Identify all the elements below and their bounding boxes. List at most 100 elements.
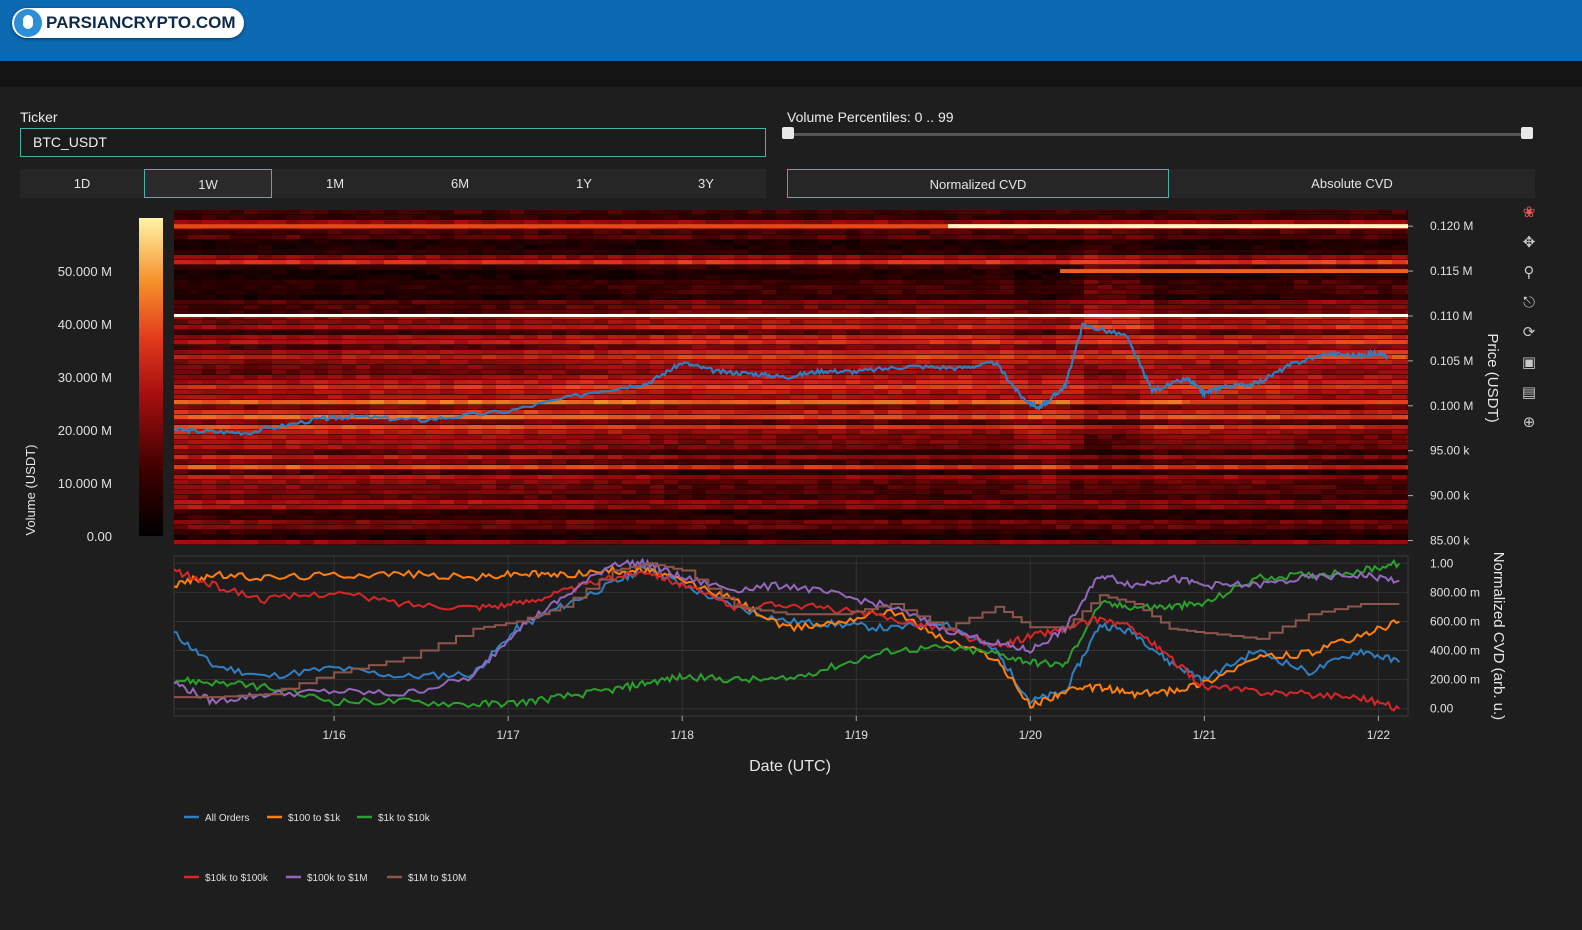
- heatmap-cell: [622, 220, 637, 225]
- heatmap-cell: [1294, 255, 1309, 260]
- heatmap-cell: [650, 370, 665, 375]
- heatmap-cell: [720, 420, 735, 425]
- heatmap-cell: [678, 340, 693, 345]
- heatmap-cell: [454, 425, 469, 430]
- heatmap-cell: [538, 390, 553, 395]
- heatmap-cell: [958, 380, 973, 385]
- heatmap-cell: [650, 325, 665, 330]
- heatmap-cell: [328, 270, 343, 275]
- heatmap-cell: [1112, 220, 1127, 225]
- heatmap-cell: [1042, 325, 1057, 330]
- heatmap-cell: [314, 305, 329, 310]
- heatmap-cell: [1378, 475, 1393, 480]
- heatmap-cell: [1098, 435, 1113, 440]
- heatmap-cell: [1042, 405, 1057, 410]
- heatmap-cell: [370, 265, 385, 270]
- heatmap-cell: [832, 290, 847, 295]
- slider-low-handle[interactable]: [782, 127, 794, 139]
- heatmap-cell: [300, 400, 315, 405]
- heatmap-cell: [1322, 405, 1337, 410]
- heatmap-cell: [1252, 310, 1267, 315]
- heatmap-cell: [1168, 335, 1183, 340]
- heatmap-cell: [874, 320, 889, 325]
- timeframe-1d-button[interactable]: 1D: [73, 176, 91, 191]
- heatmap-cell: [930, 310, 945, 315]
- heatmap-cell: [272, 245, 287, 250]
- heatmap-cell: [1056, 230, 1071, 235]
- heatmap-cell: [678, 405, 693, 410]
- heatmap-cell: [244, 265, 259, 270]
- heatmap-cell: [776, 250, 791, 255]
- heatmap-cell: [846, 265, 861, 270]
- heatmap-cell: [1224, 435, 1239, 440]
- heatmap-cell: [300, 360, 315, 365]
- heatmap-cell: [496, 425, 511, 430]
- volume-percentiles-slider[interactable]: [790, 133, 1528, 136]
- heatmap-cell: [762, 405, 777, 410]
- heatmap-cell: [1014, 445, 1029, 450]
- heatmap-cell: [1154, 455, 1169, 460]
- heatmap-cell: [1056, 365, 1071, 370]
- heatmap-cell: [664, 415, 679, 420]
- heatmap-cell: [314, 425, 329, 430]
- heatmap-cell: [1070, 215, 1085, 220]
- heatmap-cell: [860, 210, 875, 215]
- heatmap-cell: [1280, 315, 1295, 320]
- slider-high-handle[interactable]: [1521, 127, 1533, 139]
- timeframe-3y-button[interactable]: 3Y: [698, 176, 714, 191]
- absolute-cvd-button[interactable]: Absolute CVD: [1311, 176, 1393, 191]
- heatmap-cell: [860, 385, 875, 390]
- timeframe-1m-button[interactable]: 1M: [325, 176, 345, 191]
- heatmap-cell: [1154, 440, 1169, 445]
- heatmap-cell: [174, 460, 189, 465]
- heatmap-cell: [538, 240, 553, 245]
- heatmap-cell: [566, 405, 581, 410]
- heatmap-cell: [902, 435, 917, 440]
- site-logo[interactable]: PARSIANCRYPTO.COM: [12, 8, 244, 38]
- heatmap-cell: [370, 395, 385, 400]
- heatmap-cell: [832, 345, 847, 350]
- heatmap-cell: [230, 270, 245, 275]
- heatmap-cell: [566, 485, 581, 490]
- heatmap-cell: [930, 255, 945, 260]
- heatmap-cell: [678, 470, 693, 475]
- heatmap-cell: [230, 290, 245, 295]
- heatmap-cell: [818, 410, 833, 415]
- heatmap-cell: [762, 285, 777, 290]
- heatmap-cell: [986, 340, 1001, 345]
- heatmap-cell: [1126, 255, 1141, 260]
- heatmap-cell: [398, 410, 413, 415]
- timeframe-1y-button[interactable]: 1Y: [576, 176, 592, 191]
- heatmap-cell: [1308, 475, 1323, 480]
- heatmap-cell: [314, 450, 329, 455]
- heatmap-cell: [188, 325, 203, 330]
- heatmap-cell: [706, 390, 721, 395]
- heatmap-cell: [468, 290, 483, 295]
- heatmap-cell: [1126, 310, 1141, 315]
- heatmap-cell: [566, 445, 581, 450]
- heatmap-cell: [608, 350, 623, 355]
- heatmap-cell: [1168, 230, 1183, 235]
- heatmap-cell: [1084, 390, 1099, 395]
- heatmap-cell: [566, 475, 581, 480]
- heatmap-cell: [888, 230, 903, 235]
- heatmap-cell: [622, 230, 637, 235]
- heatmap-cell: [384, 355, 399, 360]
- timeframe-6m-button[interactable]: 6M: [450, 176, 470, 191]
- heatmap-cell: [972, 295, 987, 300]
- heatmap-cell: [1000, 300, 1015, 305]
- heatmap-cell: [552, 440, 567, 445]
- heatmap-cell: [1378, 240, 1393, 245]
- heatmap-cell: [370, 350, 385, 355]
- timeframe-1w-button[interactable]: 1W: [144, 169, 272, 198]
- heatmap-cell: [678, 435, 693, 440]
- ticker-input[interactable]: BTC_USDT: [20, 128, 766, 157]
- heatmap-cell: [1140, 295, 1155, 300]
- heatmap-cell: [608, 445, 623, 450]
- heatmap-cell: [1392, 410, 1407, 415]
- heatmap-cell: [566, 280, 581, 285]
- heatmap-cell: [734, 480, 749, 485]
- heatmap-cell: [216, 435, 231, 440]
- heatmap-cell: [832, 365, 847, 370]
- normalized-cvd-button[interactable]: Normalized CVD: [787, 169, 1169, 198]
